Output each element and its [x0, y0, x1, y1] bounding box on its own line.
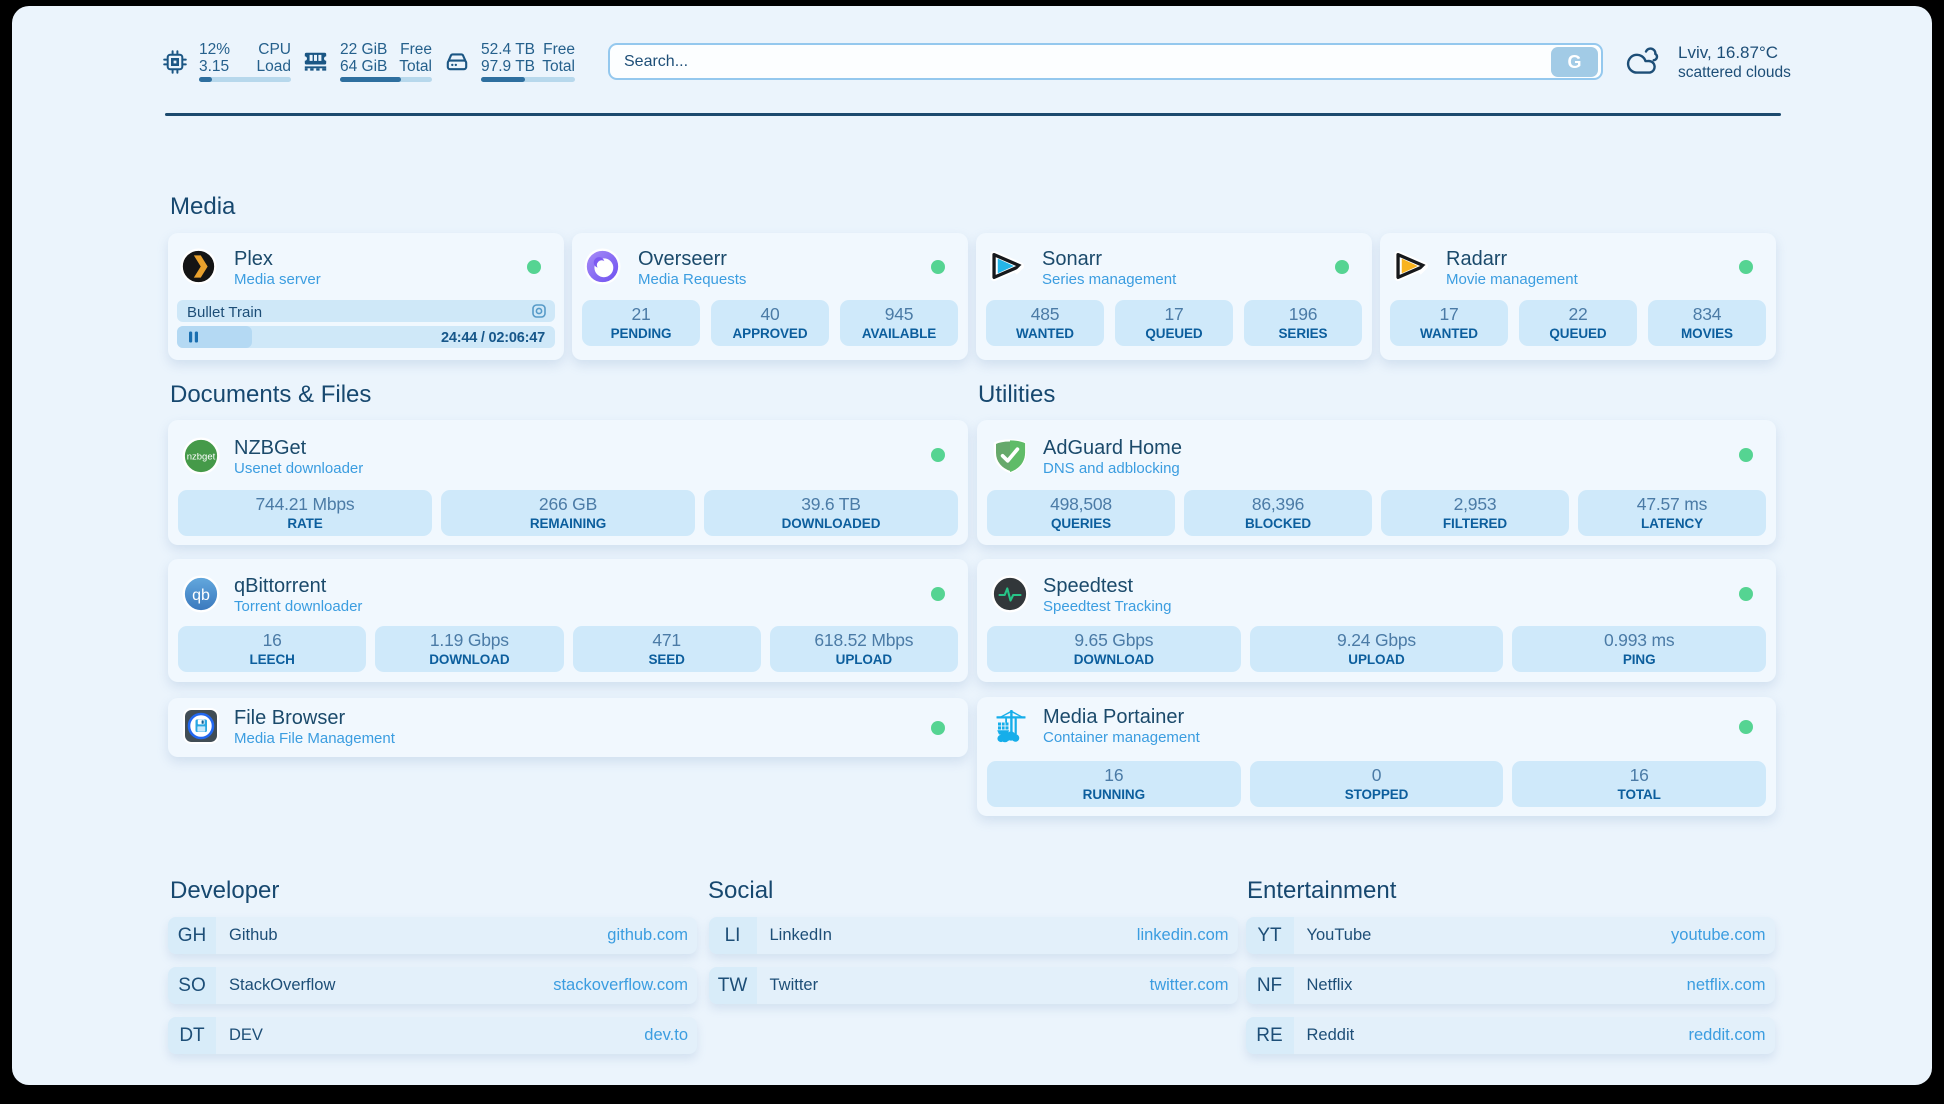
svg-text:qb: qb — [192, 587, 210, 604]
svg-text:nzbget: nzbget — [187, 452, 216, 463]
